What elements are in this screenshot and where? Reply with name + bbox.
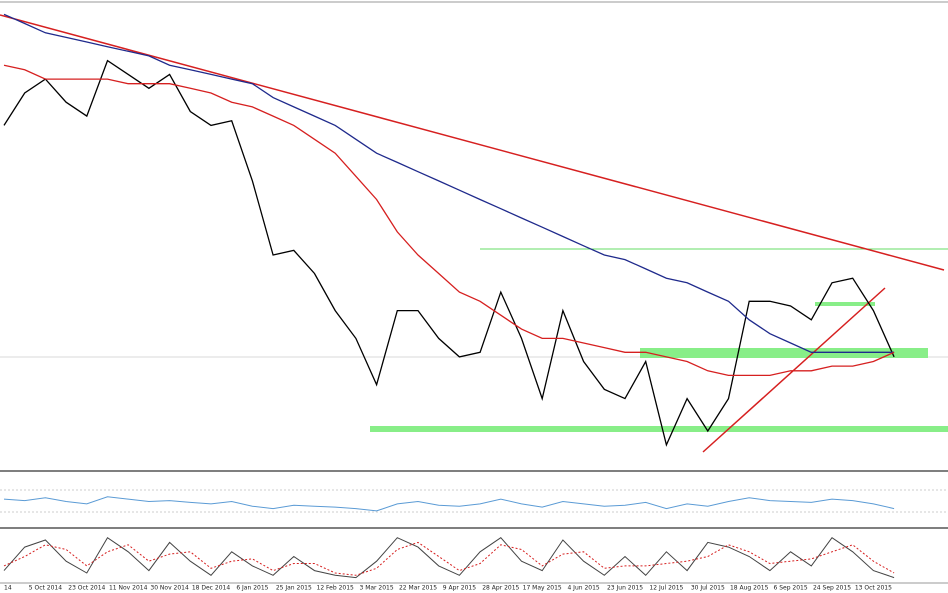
trend-line xyxy=(702,287,886,453)
x-tick-label: 12 Jul 2015 xyxy=(649,585,683,592)
x-tick-label: 25 Jan 2015 xyxy=(276,585,312,592)
x-tick-label: 12 Feb 2015 xyxy=(317,585,355,592)
series-line xyxy=(3,59,895,447)
x-tick-label: 14 xyxy=(4,585,12,592)
series-line xyxy=(3,64,895,377)
x-tick-label: 5 Oct 2014 xyxy=(29,585,62,592)
x-tick-label: 23 Jun 2015 xyxy=(607,585,643,592)
x-tick-label: 24 Sep 2015 xyxy=(813,585,851,592)
x-tick-label: 9 Apr 2015 xyxy=(443,585,476,592)
x-tick-label: 28 Apr 2015 xyxy=(482,585,519,592)
x-tick-label: 6 Sep 2015 xyxy=(773,585,807,592)
x-tick-label: 13 Oct 2015 xyxy=(855,585,892,592)
x-tick-label: 4 Jun 2015 xyxy=(567,585,599,592)
x-tick-label: 30 Jul 2015 xyxy=(691,585,725,592)
series-line xyxy=(3,536,895,579)
support-zone xyxy=(370,426,948,432)
x-tick-label: 3 Mar 2015 xyxy=(359,585,393,592)
trend-line xyxy=(0,14,945,271)
x-tick-label: 6 Jan 2015 xyxy=(236,585,268,592)
x-tick-label: 11 Nov 2014 xyxy=(109,585,148,592)
x-tick-label: 23 Oct 2014 xyxy=(68,585,105,592)
x-tick-label: 30 Nov 2014 xyxy=(150,585,189,592)
support-zone xyxy=(815,302,875,306)
x-tick-label: 18 Dec 2014 xyxy=(192,585,231,592)
x-tick-label: 22 Mar 2015 xyxy=(399,585,437,592)
series-line xyxy=(3,13,895,353)
x-tick-label: 17 May 2015 xyxy=(523,585,562,592)
x-tick-label: 18 Aug 2015 xyxy=(730,585,769,592)
series-line xyxy=(3,496,895,512)
support-zone xyxy=(640,348,928,358)
